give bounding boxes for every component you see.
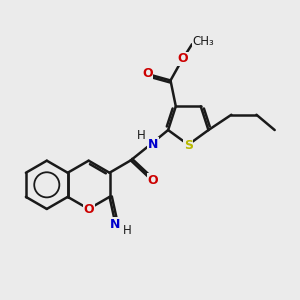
Text: O: O (142, 68, 153, 80)
Text: O: O (83, 203, 94, 216)
Text: H: H (137, 129, 146, 142)
Text: S: S (184, 139, 193, 152)
Text: CH₃: CH₃ (192, 35, 214, 48)
Text: O: O (148, 174, 158, 187)
Text: N: N (148, 138, 158, 151)
Text: N: N (110, 218, 121, 231)
Text: H: H (123, 224, 132, 237)
Text: O: O (178, 52, 188, 65)
